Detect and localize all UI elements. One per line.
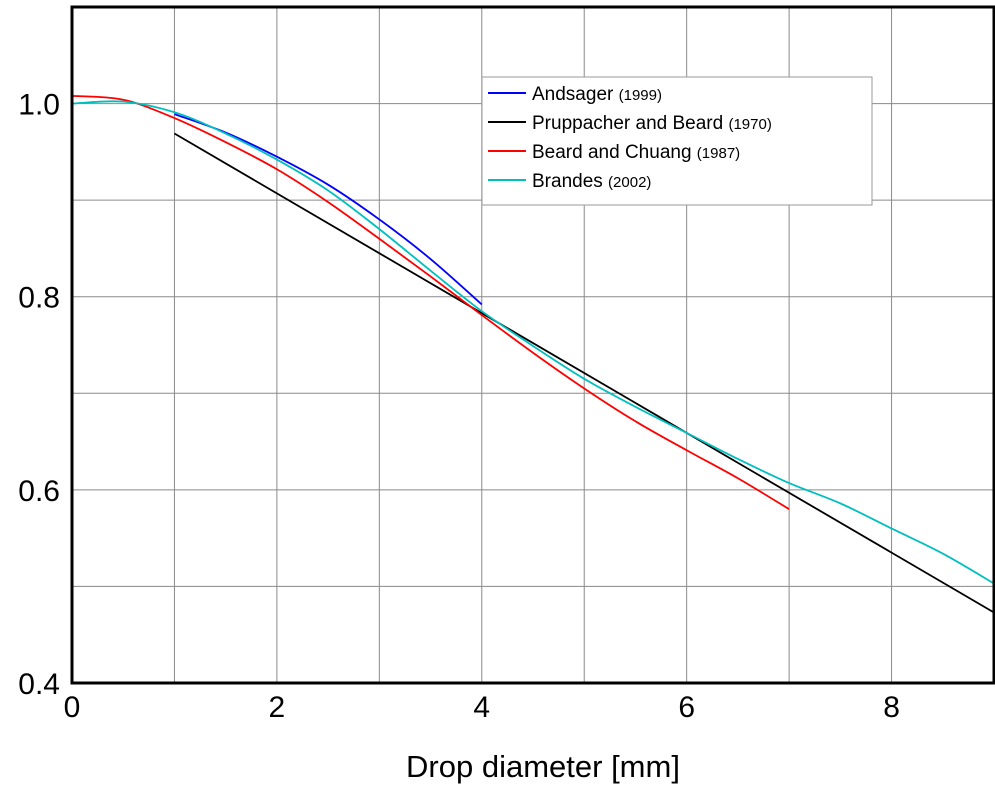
x-tick-label: 0	[64, 691, 81, 724]
y-tick-label: 0.8	[18, 282, 60, 315]
legend-label: Brandes (2002)	[532, 171, 651, 192]
x-tick-labels: 0 2 4 6 8	[64, 691, 900, 724]
legend-label: Andsager (1999)	[532, 84, 662, 105]
series-layer	[71, 94, 995, 614]
legend: Andsager (1999) Pruppacher and Beard (197…	[481, 76, 873, 206]
y-tick-label: 0.6	[18, 475, 60, 508]
y-tick-labels: 0.4 0.6 0.8 1.0	[18, 89, 60, 701]
x-tick-label: 4	[473, 691, 490, 724]
x-axis-title: Drop diameter [mm]	[406, 749, 680, 784]
x-tick-label: 2	[269, 691, 286, 724]
series-line-pruppacher-and-beard	[173, 132, 995, 614]
legend-label: Pruppacher and Beard (1970)	[532, 113, 772, 134]
x-tick-label: 8	[883, 691, 900, 724]
x-tick-label: 6	[678, 691, 695, 724]
y-tick-label: 0.4	[18, 668, 60, 701]
legend-box	[481, 76, 873, 206]
series-line-brandes	[71, 100, 995, 585]
y-tick-label: 1.0	[18, 89, 60, 122]
legend-label: Beard and Chuang (1987)	[532, 142, 740, 163]
plot-frame	[70, 5, 995, 685]
series-line-beard-and-chuang	[71, 94, 790, 510]
